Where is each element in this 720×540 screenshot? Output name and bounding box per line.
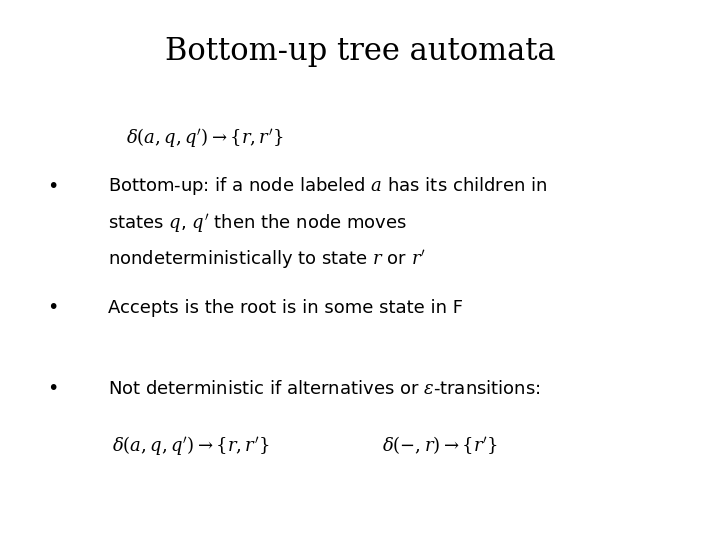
Text: $\delta(a,q,q') \rightarrow \{r,r'\}$: $\delta(a,q,q') \rightarrow \{r,r'\}$ xyxy=(112,434,269,457)
Text: nondeterministically to state $r$ or $r'$: nondeterministically to state $r$ or $r'… xyxy=(108,248,426,271)
Text: •: • xyxy=(47,379,58,399)
Text: $\delta(-,r) \rightarrow \{r'\}$: $\delta(-,r) \rightarrow \{r'\}$ xyxy=(382,435,498,456)
Text: •: • xyxy=(47,177,58,196)
Text: $\delta(a,q,q') \rightarrow \{r,r'\}$: $\delta(a,q,q') \rightarrow \{r,r'\}$ xyxy=(126,126,284,149)
Text: Bottom-up tree automata: Bottom-up tree automata xyxy=(165,36,555,67)
Text: Bottom-up: if a node labeled $a$ has its children in: Bottom-up: if a node labeled $a$ has its… xyxy=(108,176,547,197)
Text: •: • xyxy=(47,298,58,318)
Text: Accepts is the root is in some state in F: Accepts is the root is in some state in … xyxy=(108,299,463,317)
Text: Not deterministic if alternatives or $\varepsilon$-transitions:: Not deterministic if alternatives or $\v… xyxy=(108,380,541,398)
Text: states $q$, $q'$ then the node moves: states $q$, $q'$ then the node moves xyxy=(108,212,407,234)
